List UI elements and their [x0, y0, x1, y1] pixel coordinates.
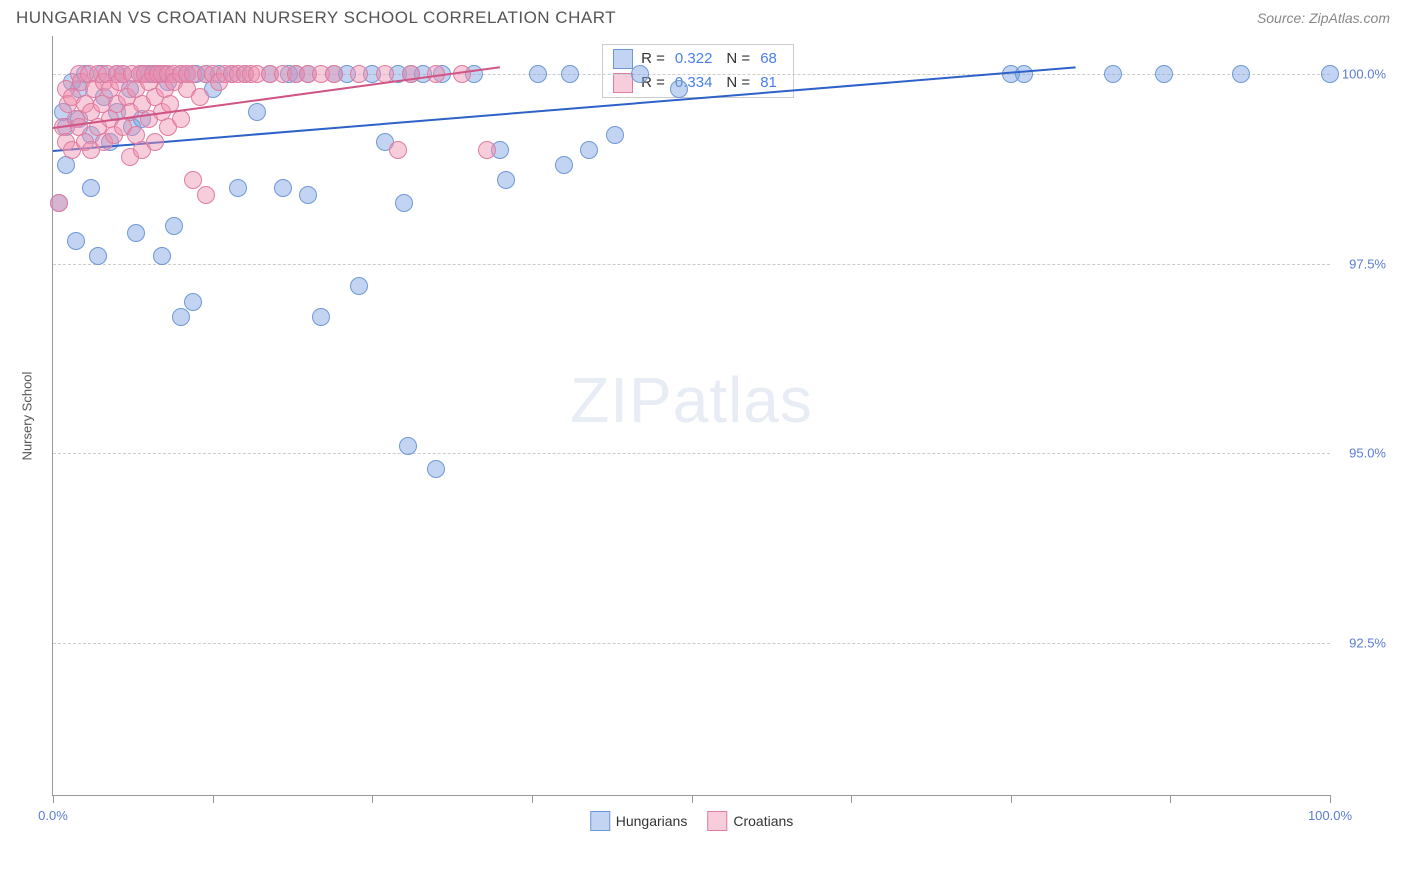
- data-point: [172, 110, 190, 128]
- stat-row: R = 0.322 N = 68: [603, 47, 793, 71]
- stat-r-value: 0.322: [675, 50, 713, 67]
- data-point: [184, 293, 202, 311]
- data-point: [191, 88, 209, 106]
- data-point: [50, 194, 68, 212]
- data-point: [1321, 65, 1339, 83]
- stat-swatch: [613, 49, 633, 69]
- legend: Hungarians Croatians: [590, 811, 794, 831]
- data-point: [529, 65, 547, 83]
- gridline: [53, 264, 1330, 265]
- data-point: [395, 194, 413, 212]
- legend-swatch: [590, 811, 610, 831]
- chart-container: Nursery School ZIPatlas R = 0.322 N = 68R =…: [16, 36, 1390, 856]
- data-point: [312, 308, 330, 326]
- watermark: ZIPatlas: [570, 363, 813, 437]
- xtick: [1330, 795, 1331, 803]
- stat-n-label: N =: [726, 74, 750, 91]
- xtick: [692, 795, 693, 803]
- legend-item: Croatians: [707, 811, 793, 831]
- legend-swatch: [707, 811, 727, 831]
- ytick-label: 97.5%: [1349, 256, 1386, 271]
- data-point: [184, 171, 202, 189]
- legend-label: Croatians: [733, 813, 793, 829]
- data-point: [389, 141, 407, 159]
- data-point: [1104, 65, 1122, 83]
- plot-area: Nursery School ZIPatlas R =0.322N =68R =…: [52, 36, 1330, 796]
- ytick-label: 100.0%: [1342, 66, 1386, 81]
- data-point: [165, 217, 183, 235]
- data-point: [299, 186, 317, 204]
- data-point: [555, 156, 573, 174]
- data-point: [172, 308, 190, 326]
- data-point: [67, 232, 85, 250]
- stat-n-value: 81: [760, 74, 777, 91]
- xtick: [851, 795, 852, 803]
- stat-swatch: [613, 73, 633, 93]
- xtick: [372, 795, 373, 803]
- data-point: [561, 65, 579, 83]
- data-point: [1155, 65, 1173, 83]
- stat-n-label: N =: [726, 50, 750, 67]
- header: HUNGARIAN VS CROATIAN NURSERY SCHOOL COR…: [0, 0, 1406, 32]
- data-point: [325, 65, 343, 83]
- gridline: [53, 643, 1330, 644]
- data-point: [427, 460, 445, 478]
- data-point: [350, 65, 368, 83]
- xtick: [532, 795, 533, 803]
- ytick-label: 95.0%: [1349, 446, 1386, 461]
- data-point: [1232, 65, 1250, 83]
- source-label: Source: ZipAtlas.com: [1257, 10, 1390, 26]
- data-point: [127, 224, 145, 242]
- data-point: [399, 437, 417, 455]
- xtick: [1011, 795, 1012, 803]
- data-point: [82, 179, 100, 197]
- xtick: [213, 795, 214, 803]
- data-point: [89, 247, 107, 265]
- xtick: [53, 795, 54, 803]
- data-point: [153, 247, 171, 265]
- legend-item: Hungarians: [590, 811, 688, 831]
- xtick-label: 0.0%: [38, 808, 68, 823]
- ytick-label: 92.5%: [1349, 636, 1386, 651]
- data-point: [248, 103, 266, 121]
- data-point: [197, 186, 215, 204]
- data-point: [606, 126, 624, 144]
- y-axis-label: Nursery School: [20, 371, 35, 460]
- data-point: [146, 133, 164, 151]
- data-point: [478, 141, 496, 159]
- gridline: [53, 453, 1330, 454]
- chart-title: HUNGARIAN VS CROATIAN NURSERY SCHOOL COR…: [16, 8, 616, 28]
- stat-r-label: R =: [641, 50, 665, 67]
- stat-n-value: 68: [760, 50, 777, 67]
- data-point: [350, 277, 368, 295]
- legend-label: Hungarians: [616, 813, 688, 829]
- data-point: [580, 141, 598, 159]
- data-point: [497, 171, 515, 189]
- xtick-label: 100.0%: [1308, 808, 1352, 823]
- data-point: [229, 179, 247, 197]
- data-point: [1015, 65, 1033, 83]
- data-point: [274, 179, 292, 197]
- xtick: [1170, 795, 1171, 803]
- data-point: [670, 80, 688, 98]
- data-point: [631, 65, 649, 83]
